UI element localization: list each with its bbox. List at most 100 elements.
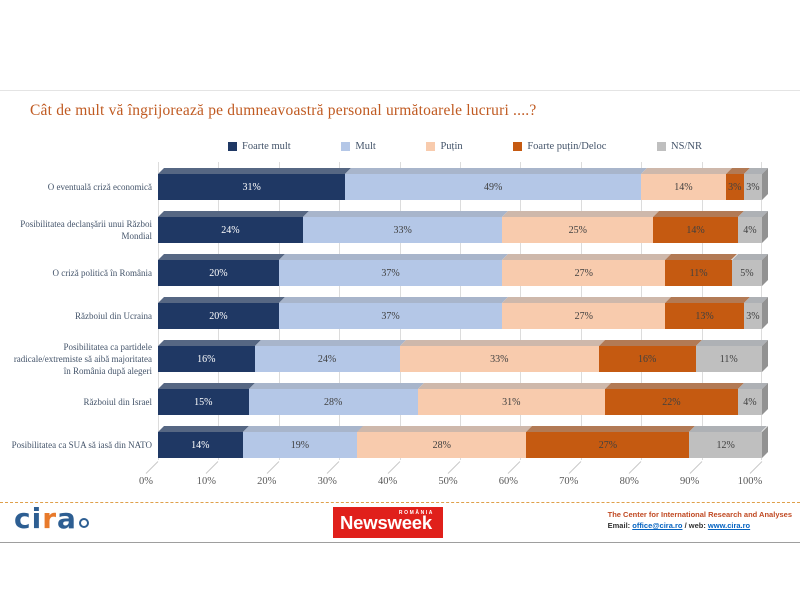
category-label: Posibilitatea declanșării unui Război Mo… (20, 218, 152, 241)
legend-swatch-icon (657, 142, 667, 151)
bar-row: Posibilitatea ca SUA să iasă din NATO 14%… (8, 426, 768, 458)
email-label: Email: (607, 521, 633, 531)
bar-segment: 37% (278, 254, 509, 286)
bar-track: 16% 24% 33% 16% 11% (158, 340, 768, 372)
chart-title: Cât de mult vă îngrijorează pe dumneavoa… (30, 102, 537, 119)
bar-segment: 19% (242, 426, 364, 458)
legend-item: Mult (341, 141, 376, 152)
bar-segment: 14% (641, 168, 732, 200)
value-label: 24% (221, 224, 240, 236)
axis-tick (749, 461, 763, 474)
value-label: 28% (432, 439, 452, 451)
org-info: The Center for International Research an… (608, 509, 792, 532)
value-label: 22% (662, 396, 681, 408)
value-label: 14% (686, 224, 705, 236)
bar-track: 20% 37% 27% 13% 3% (158, 297, 768, 329)
bar-segment: 12% (689, 426, 768, 458)
value-label: 33% (490, 353, 509, 365)
bar-segment: 15% (158, 383, 255, 415)
axis-tick-label: 40% (377, 476, 398, 487)
category-label: Posibilitatea ca SUA să iasă din NATO (11, 439, 152, 450)
bar-segment: 28% (357, 426, 533, 458)
axis-tick (568, 461, 582, 474)
value-label: 49% (484, 181, 503, 193)
value-label: 24% (317, 353, 337, 365)
axis-tick-label: 60% (498, 476, 519, 487)
footer-dashed-divider (0, 502, 800, 503)
bottom-divider (0, 542, 800, 543)
legend-swatch-icon (513, 142, 523, 151)
bar-segment: 13% (665, 297, 750, 329)
axis-tick-label: 70% (559, 476, 579, 487)
axis-tick-label: 90% (679, 476, 700, 487)
bar-row: Posibilitatea ca partidele radicale/extr… (8, 340, 768, 376)
bar-segment: 25% (502, 211, 660, 243)
x-axis: 0% 10% 20% 30% 40% 50% 60% 70% 80% 90% 100% (139, 459, 763, 493)
value-label: 12% (716, 439, 735, 451)
axis-tick-label: 50% (438, 476, 458, 487)
legend-item: Foarte mult (228, 141, 291, 152)
value-label: 27% (598, 439, 618, 451)
bar-segment: 4% (737, 211, 768, 243)
bar-row: Posibilitatea declanșării unui Război Mo… (8, 211, 768, 243)
bar-segment: 3% (743, 168, 768, 200)
bar-segment: 20% (158, 254, 285, 286)
value-label: 15% (194, 396, 213, 408)
bar-track: 14% 19% 28% 27% 12% (158, 426, 768, 458)
axis-tick (326, 461, 340, 474)
email-link[interactable]: office@cira.ro (632, 521, 683, 531)
value-label: 20% (209, 310, 228, 322)
web-link[interactable]: www.cira.ro (707, 521, 751, 531)
value-label: 37% (381, 310, 400, 322)
legend-label: Foarte mult (242, 141, 291, 152)
axis-tick (266, 461, 280, 474)
bar-segment: 14% (158, 426, 249, 458)
axis-tick-label: 20% (257, 476, 277, 487)
bar-segment: 31% (158, 168, 352, 200)
axis-tick (508, 461, 521, 474)
axis-tick (206, 461, 219, 474)
value-label: 28% (323, 396, 343, 408)
bar-segment: 5% (731, 254, 768, 286)
legend-swatch-icon (341, 142, 351, 151)
segment-end-face (761, 383, 768, 415)
bar-segment: 24% (158, 211, 309, 243)
value-label: 31% (502, 396, 521, 408)
bar-row: O eventuală criză economică 31% 49% 14% 3% 3% (8, 168, 768, 200)
legend-label: Foarte puțin/Deloc (527, 141, 607, 152)
value-label: 16% (638, 353, 657, 365)
value-label: 11% (719, 353, 738, 365)
bar-row: Războiul din Israel 15% 28% 31% 22% 4% (8, 383, 768, 415)
bar-segment: 16% (158, 340, 261, 372)
web-label: / web: (682, 521, 708, 531)
chart-legend: Foarte mult Mult Puțin Foarte puțin/Deloc NS… (158, 141, 762, 152)
category-label: O eventuală criză economică (47, 181, 152, 192)
value-label: 4% (743, 224, 757, 236)
bar-segment: 28% (248, 383, 424, 415)
cira-logo: cira (14, 505, 89, 533)
cira-logo-ring-icon (78, 518, 89, 528)
segment-end-face (761, 211, 768, 243)
bar-segment: 22% (604, 383, 744, 415)
cira-logo-text: ci (14, 502, 43, 535)
footer: cira ROMÂNIA Newsweek The Center for Int… (0, 503, 800, 542)
category-label: Posibilitatea ca partidele radicale/extr… (13, 341, 152, 377)
value-label: 27% (574, 310, 593, 322)
category-label: Războiul din Israel (83, 396, 152, 407)
value-label: 14% (674, 181, 693, 193)
legend-label: NS/NR (671, 141, 702, 152)
cira-logo-text-accent: r (42, 502, 58, 535)
legend-item: NS/NR (657, 141, 702, 152)
value-label: 37% (381, 267, 400, 279)
bar-segment: 27% (502, 254, 672, 286)
bar-segment: 3% (743, 297, 768, 329)
bar-rows: O eventuală criză economică 31% 49% 14% 3% 3%… (8, 166, 768, 458)
bar-segment: 49% (345, 168, 648, 200)
axis-tick (447, 461, 461, 474)
bar-segment: 4% (737, 383, 768, 415)
value-label: 13% (695, 310, 714, 322)
stacked-bar-chart: O eventuală criză economică 31% 49% 14% 3% 3%… (8, 162, 768, 460)
axis-tick (145, 461, 159, 474)
segment-end-face (761, 254, 768, 286)
bar-track: 31% 49% 14% 3% 3% (158, 168, 768, 200)
